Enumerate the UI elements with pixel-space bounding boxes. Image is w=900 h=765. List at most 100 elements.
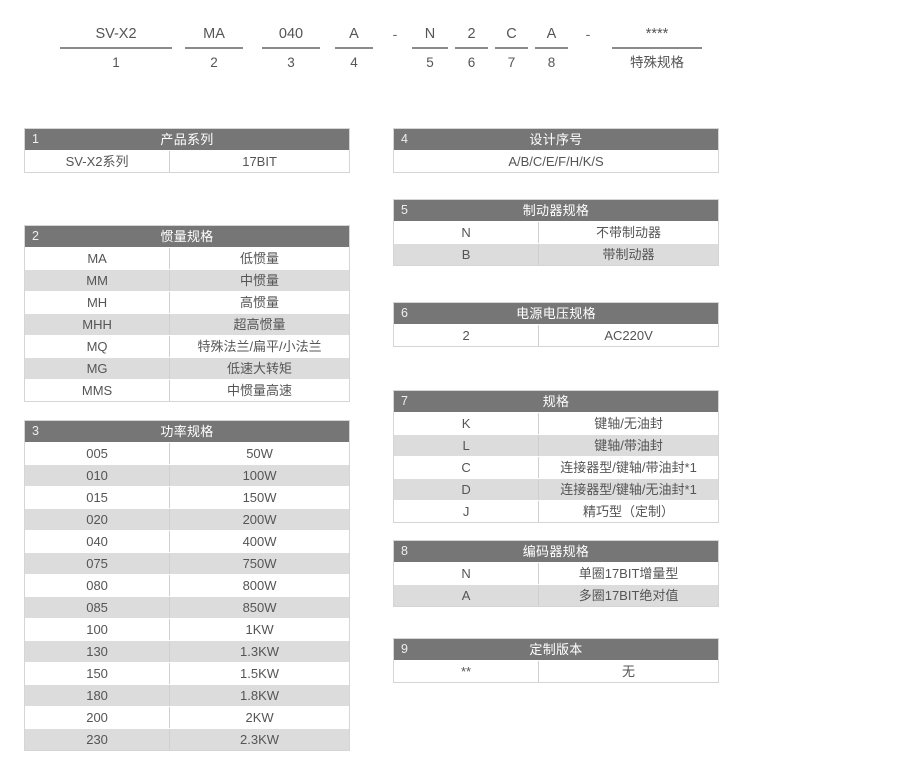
code-separator-dash: - [392, 26, 398, 42]
table-cell-description: 无 [622, 664, 636, 679]
table-cell-description: 1KW [245, 622, 274, 637]
spec-table-power-spec: 3 功率规格 005 50W 010 100W 015 150W 020 200W 040 400W 0… [24, 420, 350, 751]
code-segment-value: 040 [278, 26, 304, 42]
spec-table-encoder-spec: 8 编码器规格 N 单圈17BIT增量型 A 多圈17BIT绝对值 [393, 540, 719, 607]
table-cell-code: MG [25, 358, 171, 379]
table-row: MMS 中惯量高速 [25, 379, 349, 401]
table-cell-description: 150W [242, 490, 277, 505]
code-segment-3: 040 3 [262, 24, 320, 73]
table-cell-description: 中惯量高速 [227, 383, 293, 398]
table-cell-description: 高惯量 [240, 295, 280, 310]
table-row: 020 200W [25, 508, 349, 530]
table-row: J 精巧型（定制） [394, 500, 718, 522]
table-cell-description: 2.3KW [240, 732, 280, 747]
table-cell-code: 005 [25, 443, 171, 464]
table-row: K 键轴/无油封 [394, 412, 718, 434]
code-segment-value: C [506, 26, 517, 42]
table-row: C 连接器型/键轴/带油封*1 [394, 456, 718, 478]
table-header-title: 制动器规格 [522, 203, 590, 218]
code-segment-index: 7 [507, 55, 516, 70]
table-cell-code: 150 [25, 663, 171, 684]
code-segment-index: 特殊规格 [630, 55, 684, 70]
table-cell-code: 020 [25, 509, 171, 530]
table-row: 075 750W [25, 552, 349, 574]
table-row: 005 50W [25, 442, 349, 464]
table-cell-code: K [394, 413, 540, 434]
table-cell-code: MQ [25, 336, 171, 357]
table-cell-description: 单圈17BIT增量型 [578, 566, 679, 581]
table-cell-code: C [394, 457, 540, 478]
table-row: SV-X2系列 17BIT [25, 150, 349, 172]
table-row: N 不带制动器 [394, 221, 718, 243]
table-row: A/B/C/E/F/H/K/S [394, 150, 718, 172]
code-segment-underline [495, 47, 528, 49]
table-row: 200 2KW [25, 706, 349, 728]
table-row: N 单圈17BIT增量型 [394, 562, 718, 584]
table-row: 040 400W [25, 530, 349, 552]
table-cell-description: 1.5KW [240, 666, 280, 681]
table-header-title: 设计序号 [529, 132, 583, 147]
table-cell-description: 750W [242, 556, 277, 571]
table-row: 080 800W [25, 574, 349, 596]
table-row: 100 1KW [25, 618, 349, 640]
table-header: 8 编码器规格 [394, 541, 718, 562]
table-header: 5 制动器规格 [394, 200, 718, 221]
table-cell-description: 850W [242, 600, 277, 615]
code-segment-index: 6 [467, 55, 476, 70]
spec-table-design-sequence: 4 设计序号 A/B/C/E/F/H/K/S [393, 128, 719, 173]
code-separator-dash: - [585, 26, 591, 42]
code-segment-9: **** 特殊规格 [612, 24, 702, 73]
table-cell-description: 键轴/带油封 [594, 438, 663, 453]
code-segment-underline [60, 47, 172, 49]
table-row: 085 850W [25, 596, 349, 618]
table-row: MQ 特殊法兰/扁平/小法兰 [25, 335, 349, 357]
table-row: A 多圈17BIT绝对值 [394, 584, 718, 606]
table-cell-description: 400W [242, 534, 277, 549]
table-header-number: 6 [401, 306, 408, 320]
table-header-number: 2 [32, 229, 39, 243]
table-cell-code: 130 [25, 641, 171, 662]
table-cell-description: 超高惯量 [233, 317, 286, 332]
spec-table-shaft-spec: 7 规格 K 键轴/无油封 L 键轴/带油封 C 连接器型/键轴/带油封*1 D 连接器型/键轴/… [393, 390, 719, 523]
table-cell-description: 多圈17BIT绝对值 [578, 588, 679, 603]
table-row: B 带制动器 [394, 243, 718, 265]
spec-table-inertia-spec: 2 惯量规格 MA 低惯量 MM 中惯量 MH 高惯量 MHH 超高惯量 MQ 特殊法兰/扁平/小法兰… [24, 225, 350, 402]
table-row: MM 中惯量 [25, 269, 349, 291]
table-cell-code: MA [25, 248, 171, 269]
table-cell-code: 075 [25, 553, 171, 574]
table-row: MHH 超高惯量 [25, 313, 349, 335]
table-header: 2 惯量规格 [25, 226, 349, 247]
code-segment-index: 5 [426, 55, 434, 70]
table-cell-code: 080 [25, 575, 171, 596]
code-segment-underline [185, 47, 243, 49]
table-row: MA 低惯量 [25, 247, 349, 269]
code-segment-underline [335, 47, 373, 49]
table-cell-description: 精巧型（定制） [583, 504, 675, 519]
code-segment-index: 8 [547, 55, 556, 70]
spec-table-voltage-spec: 6 电源电压规格 2 AC220V [393, 302, 719, 347]
code-segment-1: SV-X2 1 [60, 24, 172, 73]
table-cell-description: 800W [242, 578, 277, 593]
code-segment-underline [535, 47, 568, 49]
table-cell-description: 100W [242, 468, 277, 483]
table-row: 2 AC220V [394, 324, 718, 346]
table-cell-code: 085 [25, 597, 171, 618]
table-header-title: 惯量规格 [160, 229, 214, 244]
spec-table-custom-version: 9 定制版本 ** 无 [393, 638, 719, 683]
code-segment-underline [412, 47, 448, 49]
table-header-number: 7 [401, 394, 408, 408]
code-segment-value: A [349, 26, 359, 42]
table-cell-code: MHH [25, 314, 171, 335]
table-cell-description: 200W [242, 512, 277, 527]
table-row: D 连接器型/键轴/无油封*1 [394, 478, 718, 500]
table-cell-description: 带制动器 [602, 247, 655, 262]
code-segment-underline [262, 47, 320, 49]
table-header: 4 设计序号 [394, 129, 718, 150]
table-cell-code: MMS [25, 380, 171, 401]
table-header-title: 定制版本 [529, 642, 583, 657]
table-cell-code: N [394, 222, 540, 243]
code-segment-value: MA [203, 26, 225, 42]
